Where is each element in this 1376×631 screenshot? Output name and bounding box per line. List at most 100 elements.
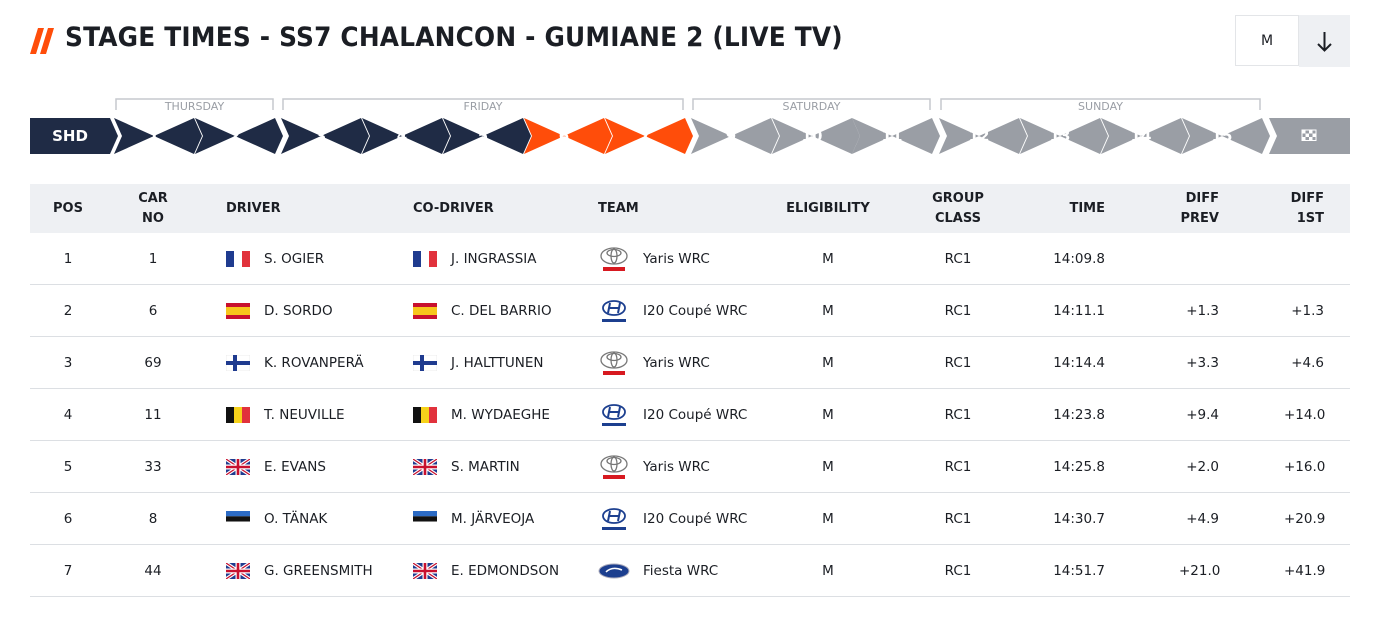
stage-tab[interactable] bbox=[30, 118, 118, 154]
table-cell: K. ROVANPERÄ bbox=[264, 355, 364, 371]
stage-label: 11 bbox=[882, 127, 903, 145]
flag-square bbox=[1312, 133, 1316, 137]
stage-label: 6 bbox=[559, 127, 569, 145]
table-cell: +2.0 bbox=[1186, 459, 1219, 475]
stage-label: 5 bbox=[478, 127, 488, 145]
day-label: THURSDAY bbox=[164, 100, 225, 113]
day-label: SUNDAY bbox=[1078, 100, 1123, 113]
table-cell: 33 bbox=[144, 459, 162, 475]
stage-tab[interactable] bbox=[1101, 118, 1189, 154]
table-cell: 7 bbox=[63, 563, 73, 579]
table-cell: S. OGIER bbox=[264, 251, 325, 267]
team-logo-wrap bbox=[598, 350, 630, 380]
day-label-bg bbox=[154, 100, 235, 112]
row-divider bbox=[30, 284, 1350, 285]
stage-label: 13 bbox=[1050, 127, 1071, 145]
stage-tab[interactable] bbox=[939, 118, 1027, 154]
table-cell: +21.0 bbox=[1179, 563, 1221, 579]
column-header: DRIVER bbox=[226, 200, 281, 216]
column-header: DIFF 1ST bbox=[1290, 190, 1324, 226]
table-cell: +9.4 bbox=[1186, 407, 1219, 423]
stage-tab[interactable] bbox=[772, 118, 860, 154]
driver-flag bbox=[413, 407, 437, 423]
table-cell: 11 bbox=[144, 407, 162, 423]
driver-flag bbox=[226, 251, 250, 267]
stage-label: 1 bbox=[149, 127, 159, 145]
table-cell: +1.3 bbox=[1186, 303, 1219, 319]
stage-tab[interactable] bbox=[443, 118, 531, 154]
table-cell: RC1 bbox=[944, 563, 972, 579]
driver-flag bbox=[413, 511, 437, 527]
table-cell: I20 Coupé WRC bbox=[643, 407, 748, 423]
table-cell: J. INGRASSIA bbox=[451, 251, 537, 267]
team-logo bbox=[600, 247, 628, 271]
table-cell: 14:11.1 bbox=[1053, 303, 1105, 319]
flag bbox=[413, 251, 437, 267]
column-header: POS bbox=[53, 200, 83, 216]
sort-button[interactable] bbox=[1299, 15, 1350, 67]
team-logo-wrap bbox=[598, 454, 630, 484]
table-cell: M. JÄRVEOJA bbox=[451, 511, 535, 527]
team-logo-wrap bbox=[598, 506, 630, 536]
stage-label: 2 bbox=[230, 127, 240, 145]
flag bbox=[413, 511, 437, 527]
table-cell: +14.0 bbox=[1284, 407, 1326, 423]
filter-select[interactable]: M bbox=[1235, 15, 1299, 66]
flag bbox=[226, 303, 250, 319]
team-logo bbox=[602, 300, 626, 322]
day-label: FRIDAY bbox=[464, 100, 503, 113]
table-cell: M bbox=[822, 459, 834, 475]
team-logo bbox=[602, 508, 626, 530]
table-cell: M. WYDAEGHE bbox=[451, 407, 550, 423]
table-cell: M bbox=[822, 303, 834, 319]
table-cell: 6 bbox=[63, 511, 73, 527]
stage-tab[interactable] bbox=[852, 118, 940, 154]
table-cell: Yaris WRC bbox=[643, 251, 710, 267]
column-header: TEAM bbox=[598, 200, 639, 216]
stage-tab[interactable] bbox=[114, 118, 202, 154]
row-divider bbox=[30, 544, 1350, 545]
table-cell: D. SORDO bbox=[264, 303, 333, 319]
team-logo bbox=[598, 563, 630, 579]
finish-tab[interactable] bbox=[1269, 118, 1350, 154]
table-cell: Yaris WRC bbox=[643, 459, 710, 475]
stage-label: 12 bbox=[969, 127, 990, 145]
table-cell: T. NEUVILLE bbox=[264, 407, 345, 423]
day-label: SATURDAY bbox=[783, 100, 841, 113]
stage-tab[interactable] bbox=[691, 118, 779, 154]
stage-tab[interactable] bbox=[362, 118, 450, 154]
day-bracket bbox=[282, 98, 684, 110]
driver-flag bbox=[225, 457, 251, 477]
column-header: GROUP CLASS bbox=[932, 190, 984, 226]
team-logo-wrap bbox=[598, 246, 630, 276]
stage-tab[interactable] bbox=[1182, 118, 1270, 154]
stage-label: 7 bbox=[640, 127, 650, 145]
day-bracket bbox=[692, 98, 931, 110]
stage-tab[interactable] bbox=[1020, 118, 1108, 154]
table-cell: Fiesta WRC bbox=[643, 563, 719, 579]
day-label-bg bbox=[771, 100, 852, 112]
table-cell: J. HALTTUNEN bbox=[451, 355, 544, 371]
logo bbox=[30, 28, 54, 54]
stage-tab[interactable] bbox=[281, 118, 369, 154]
table-cell: RC1 bbox=[944, 251, 972, 267]
stage-label: 9 bbox=[726, 127, 736, 145]
flag bbox=[225, 457, 251, 477]
stage-label: 14 bbox=[1131, 127, 1152, 145]
stage-tab[interactable] bbox=[524, 118, 612, 154]
row-divider bbox=[30, 596, 1350, 597]
stage-label: 10 bbox=[802, 127, 823, 145]
flag-frame bbox=[1301, 129, 1317, 141]
column-header: CO-DRIVER bbox=[413, 200, 494, 216]
driver-flag bbox=[226, 511, 250, 527]
stage-tab[interactable] bbox=[605, 118, 693, 154]
driver-flag bbox=[413, 303, 437, 319]
driver-flag bbox=[225, 354, 251, 372]
table-cell: M bbox=[822, 563, 834, 579]
driver-flag bbox=[226, 303, 250, 319]
stage-tab[interactable] bbox=[195, 118, 283, 154]
day-label-bg bbox=[1060, 100, 1141, 112]
table-cell: 8 bbox=[148, 511, 158, 527]
